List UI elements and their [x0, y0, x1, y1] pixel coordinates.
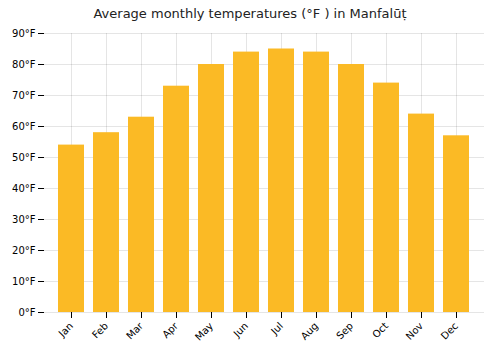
- svg-text:50°F: 50°F: [12, 152, 36, 163]
- svg-text:Aug: Aug: [299, 320, 321, 342]
- svg-text:10°F: 10°F: [12, 276, 36, 287]
- svg-text:80°F: 80°F: [12, 59, 36, 70]
- html-text:Average monthly temperatures (: Average monthly temperatures (°F ) in Ma…: [93, 6, 407, 21]
- svg-text:Jan: Jan: [56, 320, 75, 339]
- svg-text:Apr: Apr: [160, 320, 181, 341]
- svg-text:30°F: 30°F: [12, 214, 36, 225]
- svg-text:90°F: 90°F: [12, 28, 36, 39]
- svg-text:Mar: Mar: [124, 320, 146, 342]
- svg-text:70°F: 70°F: [12, 90, 36, 101]
- svg-text:20°F: 20°F: [12, 245, 36, 256]
- svg-text:Nov: Nov: [404, 320, 426, 342]
- svg-text:60°F: 60°F: [12, 121, 36, 132]
- svg-text:May: May: [193, 320, 215, 342]
- svg-text:Sep: Sep: [334, 320, 355, 341]
- svg-text:Oct: Oct: [370, 320, 390, 340]
- svg-text:40°F: 40°F: [12, 183, 36, 194]
- svg-text:Dec: Dec: [439, 320, 460, 341]
- svg-text:Feb: Feb: [90, 320, 110, 340]
- svg-text:0°F: 0°F: [18, 307, 35, 318]
- svg-text:Jul: Jul: [268, 320, 285, 337]
- svg-text:Jun: Jun: [231, 320, 251, 340]
